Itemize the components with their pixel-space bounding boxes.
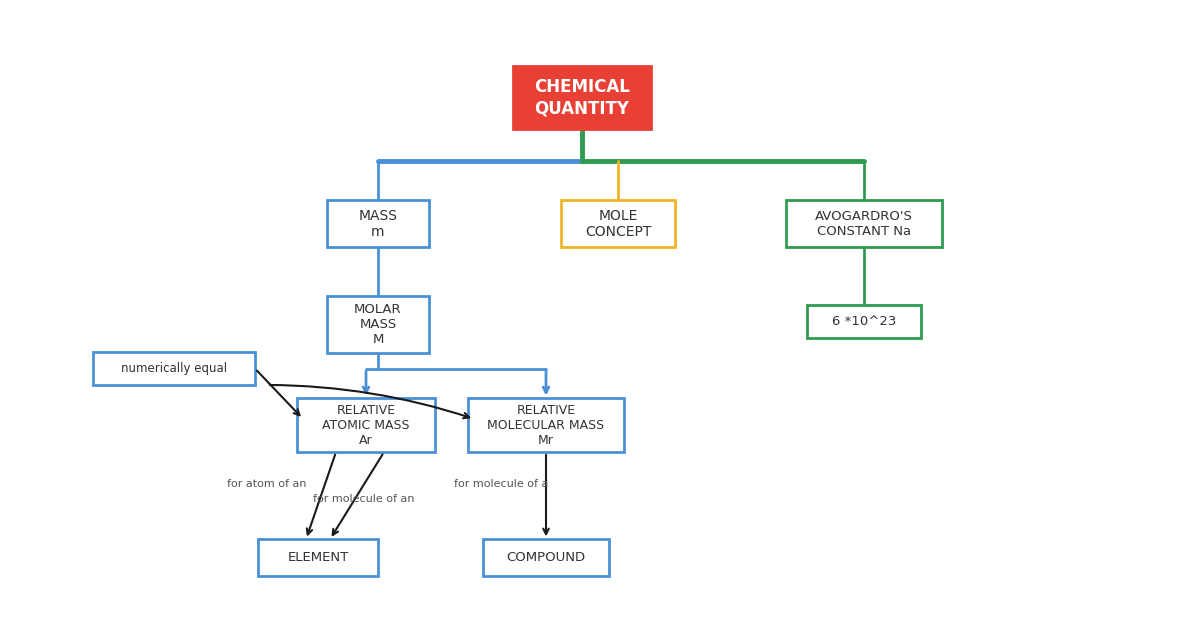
FancyBboxPatch shape <box>94 352 256 385</box>
FancyBboxPatch shape <box>514 66 650 129</box>
Text: RELATIVE
ATOMIC MASS
Ar: RELATIVE ATOMIC MASS Ar <box>323 404 409 447</box>
Text: MASS
m: MASS m <box>359 209 397 239</box>
Text: RELATIVE
MOLECULAR MASS
Mr: RELATIVE MOLECULAR MASS Mr <box>487 404 605 447</box>
Text: numerically equal: numerically equal <box>121 362 227 375</box>
Text: CHEMICAL
QUANTITY: CHEMICAL QUANTITY <box>534 78 630 117</box>
Text: MOLE
CONCEPT: MOLE CONCEPT <box>584 209 652 239</box>
Text: COMPOUND: COMPOUND <box>506 551 586 564</box>
FancyBboxPatch shape <box>484 539 610 576</box>
FancyBboxPatch shape <box>298 398 436 452</box>
Text: AVOGARDRO'S
CONSTANT Na: AVOGARDRO'S CONSTANT Na <box>815 210 913 238</box>
FancyBboxPatch shape <box>468 398 624 452</box>
Text: MOLAR
MASS
M: MOLAR MASS M <box>354 303 402 346</box>
FancyBboxPatch shape <box>808 305 922 338</box>
FancyBboxPatch shape <box>326 200 430 247</box>
Text: ELEMENT: ELEMENT <box>287 551 349 564</box>
Text: for molecule of a: for molecule of a <box>455 479 548 489</box>
FancyBboxPatch shape <box>562 200 674 247</box>
Text: 6 *10^23: 6 *10^23 <box>832 315 896 328</box>
Text: for molecule of an: for molecule of an <box>313 494 414 504</box>
Text: for atom of an: for atom of an <box>227 479 306 489</box>
FancyBboxPatch shape <box>326 296 430 353</box>
FancyBboxPatch shape <box>786 200 942 247</box>
FancyBboxPatch shape <box>258 539 378 576</box>
